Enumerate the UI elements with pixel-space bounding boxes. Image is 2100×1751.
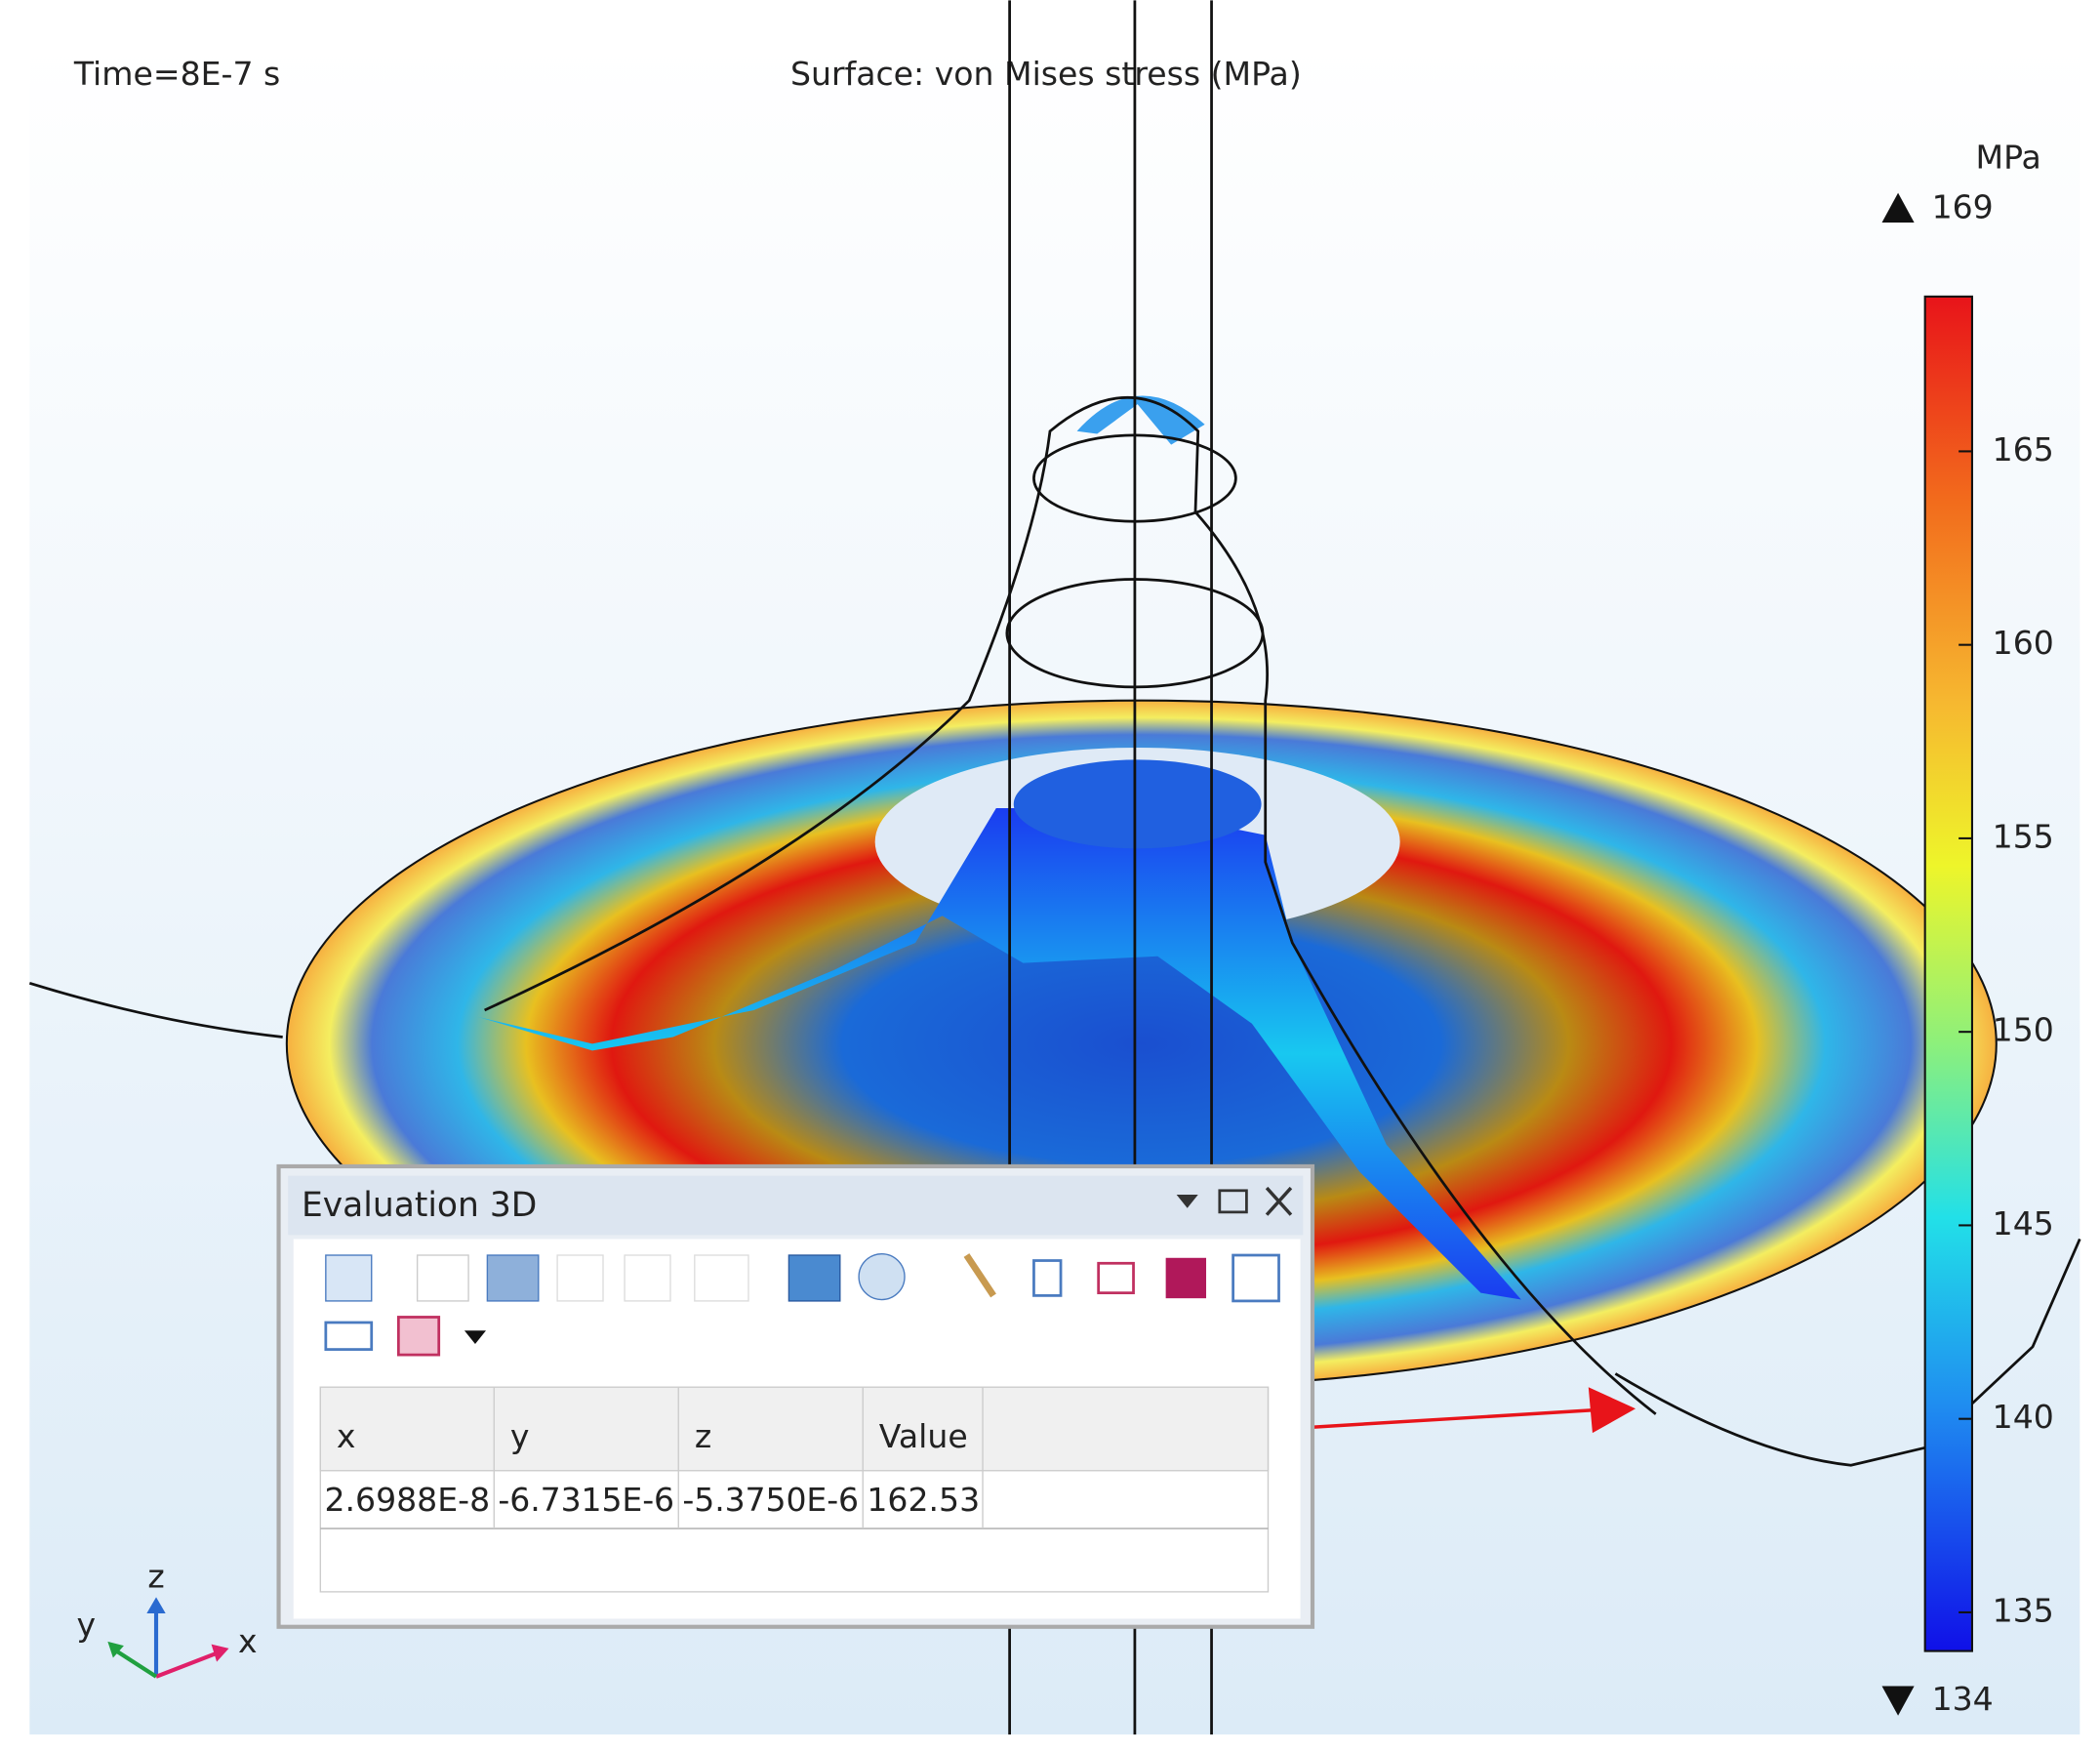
panel-title: Evaluation 3D bbox=[302, 1186, 537, 1225]
toolbar bbox=[324, 1252, 1280, 1357]
toolbar-dropdown[interactable] bbox=[464, 1330, 486, 1345]
min-marker bbox=[1881, 1686, 1915, 1716]
colorbar-tick-label: 145 bbox=[1993, 1204, 2054, 1242]
table-cell: 162.53 bbox=[867, 1481, 980, 1519]
colorbar-tick-label: 140 bbox=[1993, 1398, 2054, 1436]
axis-label: y bbox=[76, 1606, 96, 1644]
colorbar-tick-label: 155 bbox=[1993, 817, 2054, 855]
colorbar-max: 169 bbox=[1932, 188, 1994, 226]
tool-button[interactable] bbox=[963, 1253, 996, 1298]
column-header: Value bbox=[879, 1417, 968, 1455]
table-cell: -5.3750E-6 bbox=[682, 1481, 859, 1519]
column-header: z bbox=[695, 1417, 711, 1455]
panel-menu[interactable] bbox=[1176, 1194, 1198, 1208]
tool-button[interactable] bbox=[325, 1254, 373, 1302]
max-marker bbox=[1881, 192, 1915, 223]
tool-button[interactable] bbox=[624, 1254, 671, 1302]
table-cell: -6.7315E-6 bbox=[498, 1481, 674, 1519]
time-label: Time=8E-7 s bbox=[73, 55, 280, 93]
tool-button[interactable] bbox=[396, 1316, 441, 1357]
colorbar-unit: MPa bbox=[1976, 139, 2041, 177]
axes-triad: z x y bbox=[76, 1558, 258, 1679]
colorbar-tick-label: 150 bbox=[1993, 1011, 2054, 1049]
tool-button[interactable] bbox=[1032, 1259, 1063, 1297]
tool-button[interactable] bbox=[858, 1252, 906, 1301]
maximize-button[interactable] bbox=[1218, 1189, 1248, 1214]
axis-label: z bbox=[147, 1558, 164, 1596]
plot-title: Surface: von Mises stress (MPa) bbox=[790, 55, 1302, 93]
tool-button[interactable] bbox=[1097, 1261, 1135, 1295]
tool-button[interactable] bbox=[486, 1254, 540, 1302]
tool-button[interactable] bbox=[416, 1254, 469, 1302]
tool-button[interactable] bbox=[324, 1321, 374, 1351]
results-table: x y z Value 2.6988E-8 -6.7315E-6 -5.3750E-6 162… bbox=[319, 1386, 1270, 1593]
tool-button[interactable] bbox=[1232, 1253, 1280, 1303]
tool-button[interactable] bbox=[788, 1254, 841, 1302]
tool-button[interactable] bbox=[694, 1254, 749, 1302]
colorbar-tick-label: 135 bbox=[1993, 1591, 2054, 1629]
colorbar bbox=[1923, 295, 1973, 1652]
table-cell: 2.6988E-8 bbox=[324, 1481, 490, 1519]
colorbar-tick-label: 165 bbox=[1993, 430, 2054, 468]
colorbar-min: 134 bbox=[1932, 1680, 1994, 1718]
column-header: x bbox=[337, 1417, 356, 1455]
tool-button[interactable] bbox=[1165, 1257, 1207, 1299]
tool-button[interactable] bbox=[556, 1254, 604, 1302]
axis-label: x bbox=[238, 1622, 258, 1660]
colorbar-tick-label: 160 bbox=[1993, 624, 2054, 662]
close-button[interactable] bbox=[1265, 1186, 1293, 1216]
column-header: y bbox=[510, 1417, 530, 1455]
